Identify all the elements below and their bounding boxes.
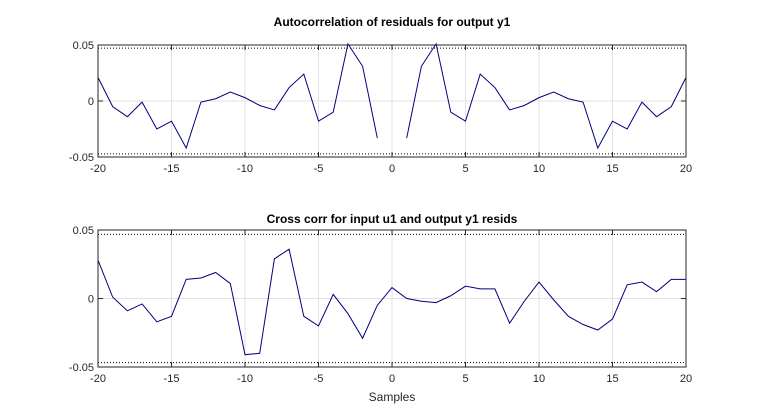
plot2-title: Cross corr for input u1 and output y1 re…: [267, 212, 518, 226]
plot1-x-tick-label: 10: [533, 163, 545, 175]
plot2-x-tick-label: 5: [462, 373, 468, 385]
plot2-y-tick-label: 0: [88, 294, 94, 306]
plot2-x-tick-label: -5: [314, 373, 324, 385]
plot1-x-tick-label: -10: [237, 163, 253, 175]
plot2-y-tick-label: -0.05: [69, 362, 94, 374]
plot2-x-tick-label: 0: [389, 373, 395, 385]
plot2-group: -20 -15 -10 -5 0 5 10 15 20 0.05 0 -0.05 Cross corr …: [69, 212, 692, 404]
plot2-x-tick-label: -10: [237, 373, 253, 385]
plot1-series-line: [97, 42, 687, 150]
plot1-x-tick-label: -5: [314, 163, 324, 175]
plot1-group: -20 -15 -10 -5 0 5 10 15 20 0.05 0 -0.05 Autocorrela…: [69, 15, 692, 175]
plot2-x-tick-label: -20: [90, 373, 106, 385]
plot1-x-tick-label: 20: [680, 163, 692, 175]
plot2-x-tick-label: 10: [533, 373, 545, 385]
plot1-x-tick-label: -20: [90, 163, 106, 175]
plot1-x-tick-label: 5: [462, 163, 468, 175]
plot1-y-tick-label: 0: [88, 96, 94, 108]
plot2-x-tick-label: 20: [680, 373, 692, 385]
plot1-x-tick-label: -15: [164, 163, 180, 175]
plot2-x-axis-label: Samples: [369, 390, 416, 404]
plot2-x-tick-label: -15: [164, 373, 180, 385]
plot2-series-line: [97, 248, 686, 356]
plot1-title: Autocorrelation of residuals for output …: [274, 15, 511, 29]
plot2-y-tick-label: 0.05: [73, 225, 94, 237]
plot1-y-tick-label: -0.05: [69, 152, 94, 164]
plot1-y-tick-label: 0.05: [73, 40, 94, 52]
plot2-x-tick-label: 15: [606, 373, 618, 385]
plot1-x-tick-label: 0: [389, 163, 395, 175]
plot1-x-tick-label: 15: [606, 163, 618, 175]
